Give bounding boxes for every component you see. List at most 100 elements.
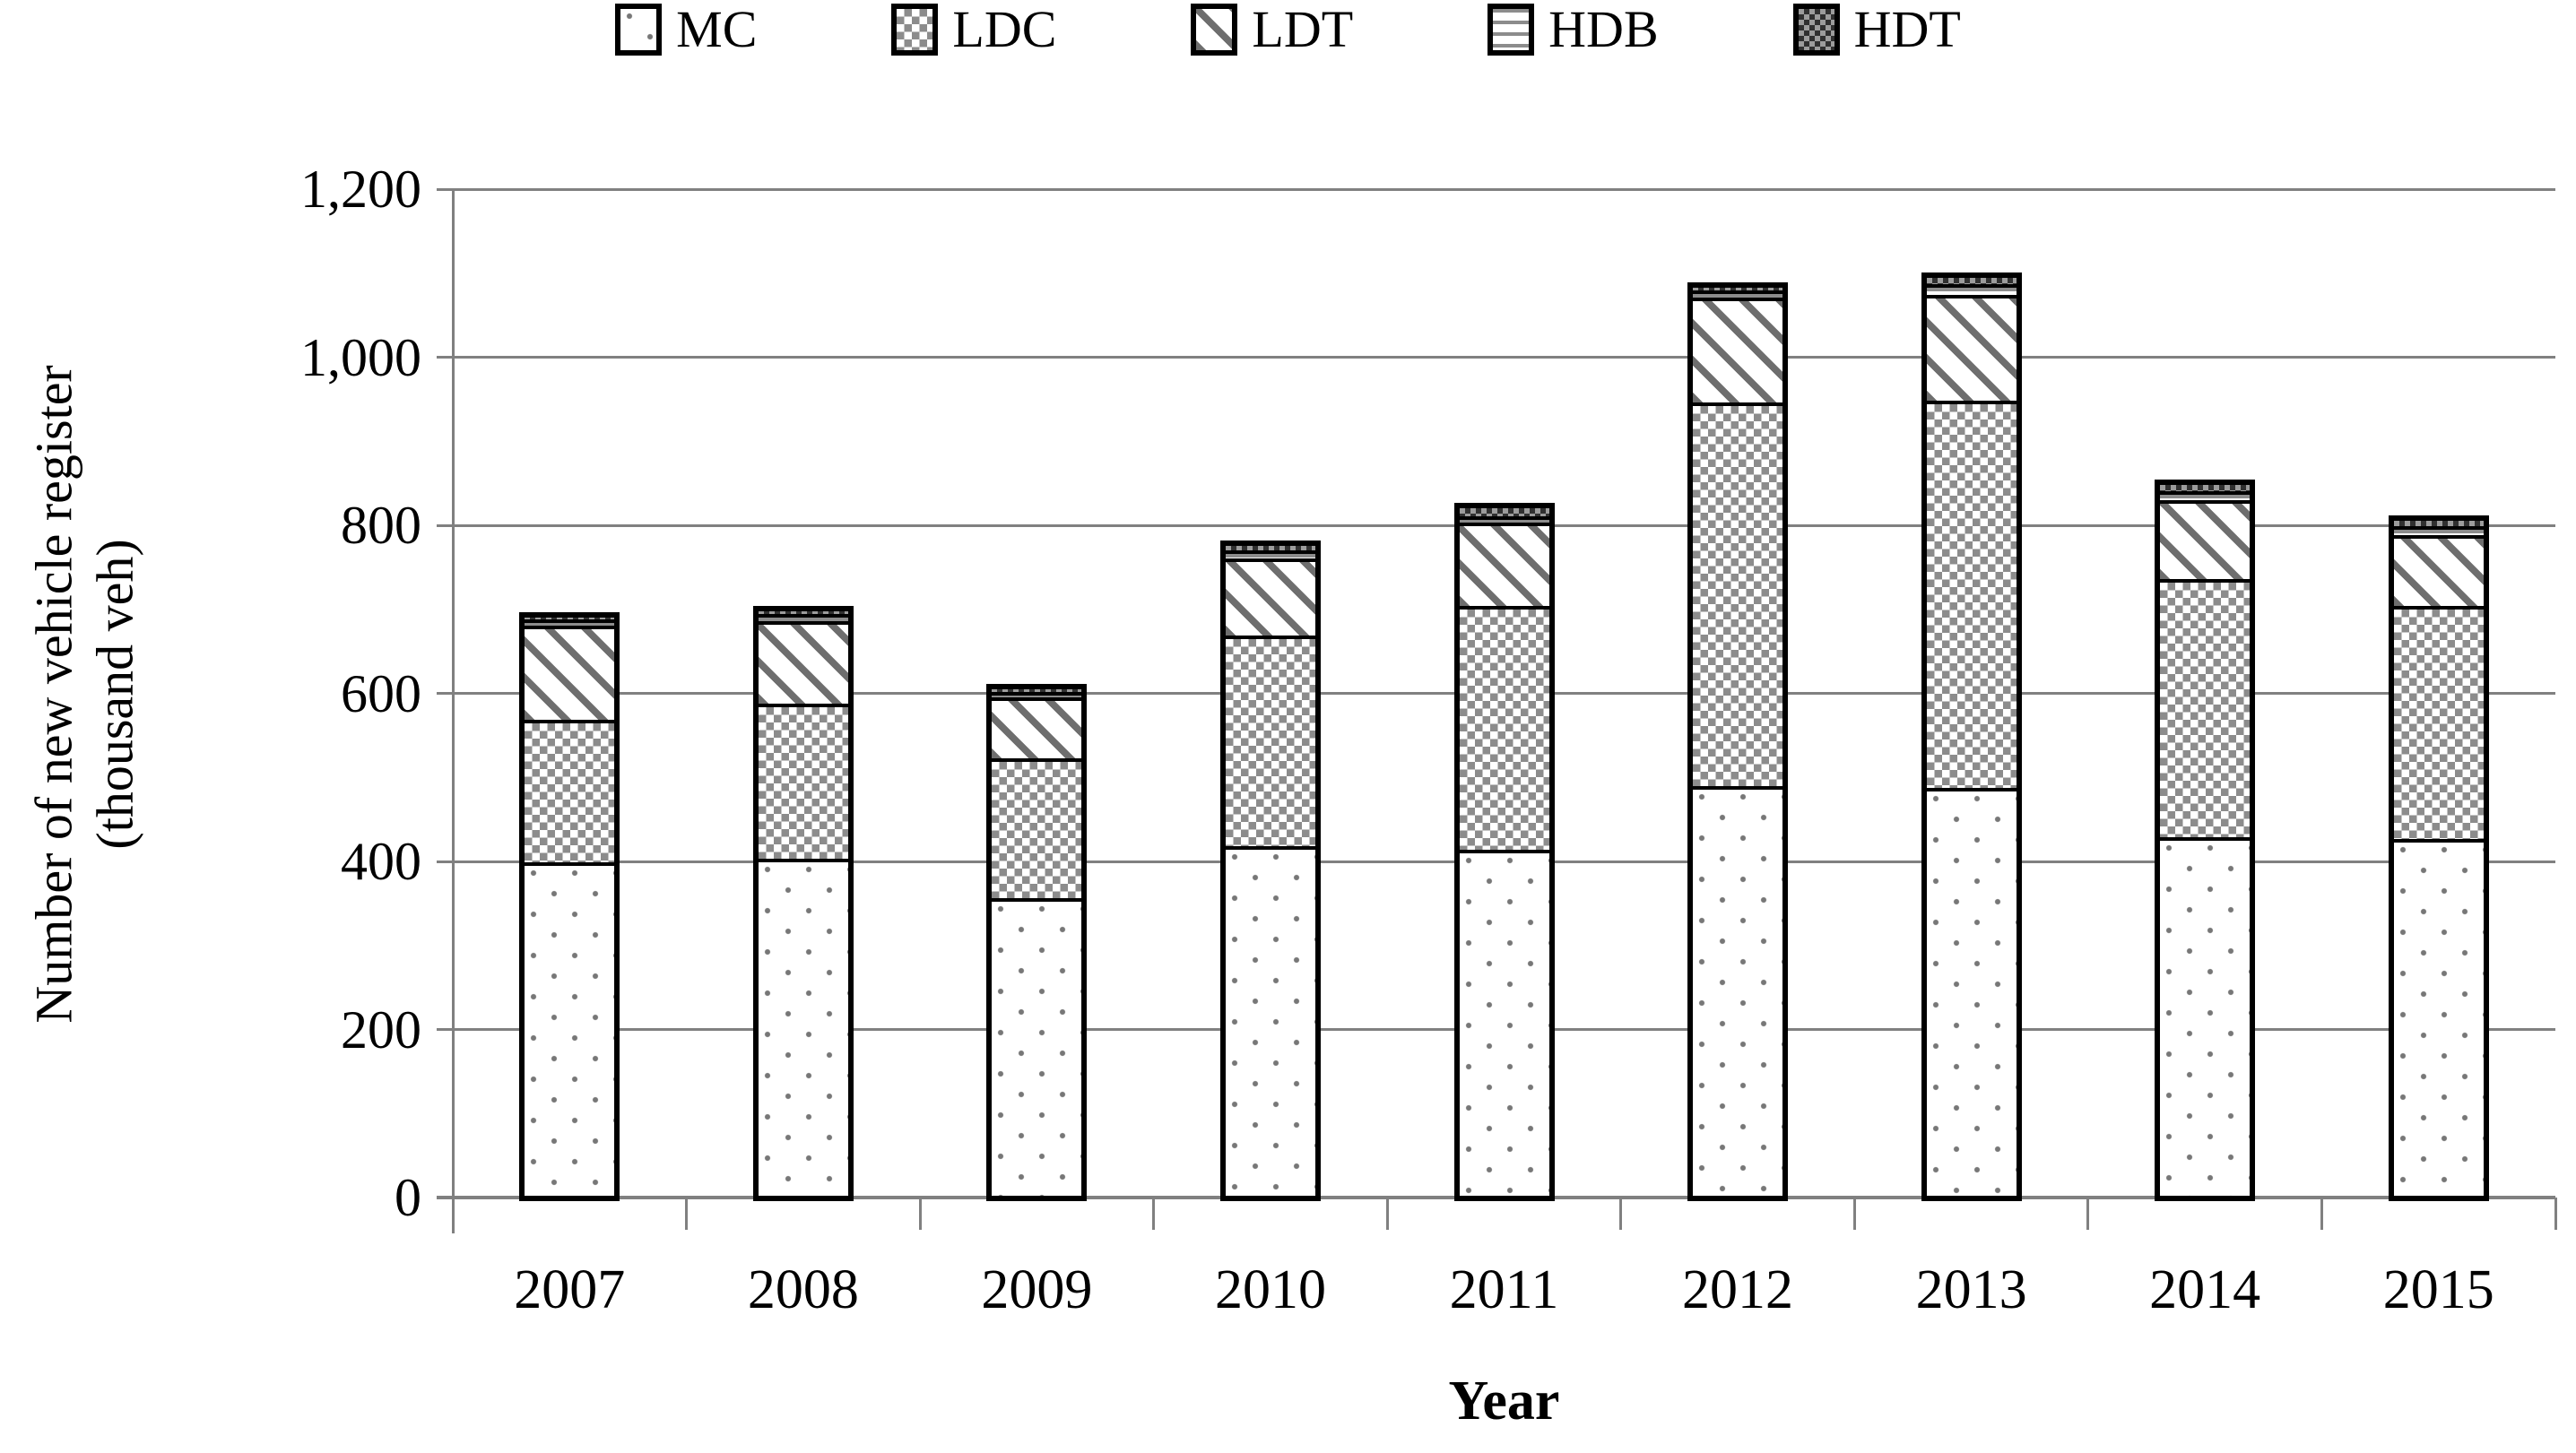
- bar-segment-2015-HDB: [2393, 529, 2484, 540]
- legend-swatch-HDB-icon: [1487, 4, 1535, 56]
- bar-segment-2011-HDT: [1459, 507, 1549, 520]
- bar-segment-2014-LDC: [2160, 582, 2251, 841]
- bar-segment-2012-HDT: [1693, 288, 1783, 294]
- x-axis-tick-1: [685, 1198, 689, 1230]
- bar-2007: [519, 611, 620, 1201]
- x-axis-tick-7: [2086, 1198, 2090, 1230]
- bar-segment-2015-HDT: [2393, 520, 2484, 530]
- legend-label-MC: MC: [676, 0, 758, 58]
- bar-segment-2007-HDB: [525, 623, 615, 629]
- bar-segment-2008-LDC: [758, 707, 848, 862]
- legend-item-HDT: HDT: [1792, 0, 1961, 58]
- gridline-1200: [453, 187, 2555, 191]
- bar-segment-2010-LDC: [1225, 638, 1315, 851]
- bar-segment-2012-LDC: [1693, 406, 1783, 790]
- bar-segment-2008-HDT: [758, 611, 848, 618]
- bar-segment-2009-LDT: [992, 701, 1082, 762]
- y-tick-label-1000: 1,000: [300, 327, 421, 387]
- legend-swatch-HDT-icon: [1792, 4, 1840, 56]
- bar-segment-2013-LDT: [1926, 298, 2017, 405]
- bar-segment-2009-MC: [992, 901, 1082, 1196]
- legend-item-HDB: HDB: [1487, 0, 1659, 58]
- legend-label-HDB: HDB: [1548, 0, 1659, 58]
- x-tick-label-2014: 2014: [2149, 1259, 2261, 1320]
- bar-segment-2011-LDT: [1459, 526, 1549, 610]
- bar-2008: [752, 606, 854, 1201]
- legend-label-LDT: LDT: [1252, 0, 1354, 58]
- legend-item-LDT: LDT: [1191, 4, 1353, 56]
- bar-segment-2014-HDT: [2160, 485, 2251, 495]
- x-axis-tick-0: [451, 1198, 455, 1230]
- x-tick-label-2009: 2009: [981, 1259, 1093, 1320]
- bar-segment-2013-HDB: [1926, 287, 2017, 299]
- bar-segment-2008-HDB: [758, 618, 848, 625]
- bar-segment-2013-LDC: [1926, 404, 2017, 791]
- x-axis-tick-4: [1385, 1198, 1389, 1230]
- x-tick-label-2013: 2013: [1915, 1259, 2027, 1320]
- bar-2015: [2388, 515, 2489, 1201]
- bar-2010: [1219, 540, 1321, 1201]
- bar-segment-2007-MC: [525, 866, 615, 1196]
- bar-segment-2008-MC: [758, 861, 848, 1196]
- legend-label-HDT: HDT: [1853, 0, 1961, 58]
- bar-segment-2014-MC: [2160, 840, 2251, 1196]
- bar-2013: [1921, 272, 2022, 1201]
- y-tick-label-0: 0: [395, 1168, 421, 1227]
- y-axis-tick-1000: [437, 356, 453, 359]
- gridline-1000: [453, 356, 2555, 359]
- y-axis-tick-200: [437, 1028, 453, 1031]
- x-tick-label-2012: 2012: [1682, 1259, 1794, 1320]
- y-axis-tick-800: [437, 523, 453, 527]
- bar-2012: [1687, 282, 1789, 1201]
- y-axis-title: Number of new vehicle register (thousand…: [24, 174, 147, 1214]
- bar-segment-2011-MC: [1459, 852, 1549, 1196]
- bar-segment-2010-HDT: [1225, 545, 1315, 555]
- bar-segment-2007-LDC: [525, 723, 615, 867]
- bar-segment-2009-HDT: [992, 689, 1082, 696]
- y-axis-tick-1200: [437, 187, 453, 191]
- legend-swatch-LDT-icon: [1191, 4, 1238, 56]
- legend-swatch-LDC-icon: [891, 4, 939, 56]
- bar-segment-2009-HDB: [992, 695, 1082, 702]
- bar-segment-2013-HDT: [1926, 277, 2017, 288]
- legend-swatch-MC-icon: [615, 4, 663, 56]
- legend-label-LDC: LDC: [952, 0, 1057, 58]
- y-axis-title-line1: Number of new vehicle register: [24, 364, 83, 1024]
- bar-segment-2013-MC: [1926, 791, 2017, 1196]
- x-axis-tick-6: [1852, 1198, 1856, 1230]
- x-axis-title: Year: [1448, 1371, 1560, 1431]
- x-tick-label-2011: 2011: [1449, 1259, 1559, 1320]
- bar-segment-2011-LDC: [1459, 609, 1549, 853]
- bar-segment-2010-MC: [1225, 850, 1315, 1196]
- chart-legend: MC LDC LDT HDB HDT: [0, 4, 2576, 56]
- bar-2011: [1453, 502, 1555, 1201]
- bar-segment-2010-HDB: [1225, 554, 1315, 563]
- x-tick-label-2008: 2008: [747, 1259, 859, 1320]
- bar-segment-2015-MC: [2393, 842, 2484, 1196]
- bar-segment-2009-LDC: [992, 761, 1082, 902]
- x-axis-tick-3: [1152, 1198, 1156, 1230]
- y-tick-label-400: 400: [341, 832, 421, 891]
- bar-segment-2015-LDT: [2393, 539, 2484, 610]
- y-tick-label-1200: 1,200: [300, 160, 421, 219]
- bar-segment-2011-HDB: [1459, 519, 1549, 527]
- x-tick-label-2010: 2010: [1214, 1259, 1326, 1320]
- y-tick-label-600: 600: [341, 663, 421, 723]
- bar-segment-2014-LDT: [2160, 503, 2251, 583]
- y-axis-tick-600: [437, 692, 453, 695]
- x-axis-tick-5: [1619, 1198, 1623, 1230]
- bar-segment-2008-LDT: [758, 624, 848, 708]
- bar-segment-2012-HDB: [1693, 293, 1783, 301]
- bar-2009: [986, 684, 1088, 1201]
- bar-segment-2012-LDT: [1693, 300, 1783, 407]
- x-axis-tick-9: [2554, 1198, 2557, 1230]
- bar-segment-2007-HDT: [525, 617, 615, 624]
- x-axis-tick-2: [918, 1198, 922, 1230]
- y-tick-label-800: 800: [341, 496, 421, 555]
- legend-item-MC: MC: [615, 4, 757, 56]
- x-tick-label-2015: 2015: [2382, 1259, 2494, 1320]
- bar-2014: [2155, 480, 2256, 1201]
- bar-segment-2015-LDC: [2393, 610, 2484, 843]
- bar-segment-2014-HDB: [2160, 494, 2251, 504]
